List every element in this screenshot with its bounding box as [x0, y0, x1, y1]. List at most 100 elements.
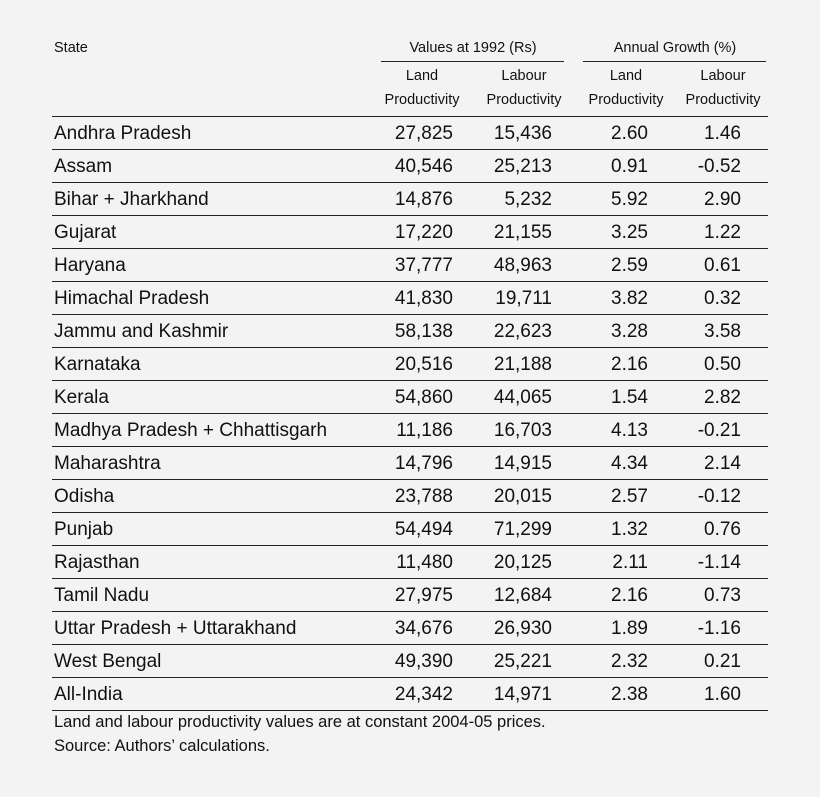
cell-state: Maharashtra — [54, 453, 161, 474]
cell-land-growth: 3.28 — [611, 321, 648, 342]
row-divider — [52, 677, 768, 678]
subheader-labour-2-line1: Labour — [700, 68, 746, 84]
cell-land-value: 20,516 — [394, 354, 453, 375]
cell-state: Punjab — [54, 519, 114, 540]
cell-labour-growth: 0.61 — [704, 255, 741, 276]
subheader-labour-1-line2: Productivity — [486, 92, 562, 108]
cell-state: Karnataka — [54, 354, 141, 375]
cell-labour-growth: 0.32 — [704, 288, 741, 309]
cell-labour-growth: -0.52 — [697, 156, 741, 177]
cell-labour-value: 19,711 — [495, 288, 552, 309]
cell-labour-value: 20,125 — [493, 552, 552, 573]
cell-state: Uttar Pradesh + Uttarakhand — [54, 618, 297, 639]
cell-state: West Bengal — [54, 651, 162, 672]
cell-land-value: 23,788 — [394, 486, 453, 507]
cell-land-value: 17,220 — [394, 222, 453, 243]
cell-labour-value: 21,155 — [493, 222, 552, 243]
cell-land-growth: 2.59 — [611, 255, 648, 276]
cell-labour-growth: 2.90 — [704, 189, 741, 210]
cell-labour-value: 22,623 — [493, 321, 552, 342]
row-divider — [52, 512, 768, 513]
table-row: Haryana 37,777 48,963 2.59 0.61 — [52, 249, 768, 282]
cell-land-value: 24,342 — [394, 684, 453, 705]
row-divider — [52, 380, 768, 381]
cell-land-growth: 2.16 — [611, 354, 648, 375]
cell-labour-value: 21,188 — [493, 354, 552, 375]
cell-state: Rajasthan — [54, 552, 140, 573]
table-row: Punjab 54,494 71,299 1.32 0.76 — [52, 513, 768, 546]
header-group-values: Values at 1992 (Rs) — [409, 40, 537, 56]
table-row: Gujarat 17,220 21,155 3.25 1.22 — [52, 216, 768, 249]
cell-land-value: 14,876 — [394, 189, 453, 210]
subheader-land-1-line1: Land — [405, 68, 439, 84]
cell-state: Tamil Nadu — [54, 585, 150, 606]
cell-state: All-India — [54, 684, 123, 705]
cell-labour-value: 5,232 — [504, 189, 552, 210]
cell-labour-growth: 0.50 — [704, 354, 741, 375]
cell-labour-growth: 0.73 — [704, 585, 741, 606]
header-group-growth: Annual Growth (%) — [613, 40, 737, 56]
row-divider — [52, 413, 768, 414]
cell-land-value: 27,825 — [394, 123, 453, 144]
subheader-land-1-line2: Productivity — [384, 92, 460, 108]
row-divider — [52, 446, 768, 447]
table-row: Kerala 54,860 44,065 1.54 2.82 — [52, 381, 768, 414]
cell-land-growth: 2.38 — [611, 684, 648, 705]
cell-land-growth: 2.32 — [611, 651, 648, 672]
cell-land-growth: 4.34 — [611, 453, 648, 474]
cell-labour-growth: -0.12 — [697, 486, 741, 507]
cell-land-value: 40,546 — [394, 156, 453, 177]
subheader-land-2-line2: Productivity — [588, 92, 664, 108]
cell-land-growth: 2.16 — [611, 585, 648, 606]
cell-land-growth: 1.89 — [611, 618, 648, 639]
cell-land-growth: 1.54 — [611, 387, 648, 408]
cell-labour-value: 14,915 — [493, 453, 552, 474]
row-divider — [52, 347, 768, 348]
cell-land-value: 34,676 — [394, 618, 453, 639]
row-divider — [52, 578, 768, 579]
table-row: Tamil Nadu 27,975 12,684 2.16 0.73 — [52, 579, 768, 612]
cell-labour-value: 26,930 — [493, 618, 552, 639]
cell-labour-value: 12,684 — [493, 585, 552, 606]
row-divider — [52, 314, 768, 315]
table-row: Karnataka 20,516 21,188 2.16 0.50 — [52, 348, 768, 381]
cell-land-growth: 3.25 — [611, 222, 648, 243]
cell-labour-value: 20,015 — [493, 486, 552, 507]
cell-labour-growth: 1.60 — [704, 684, 741, 705]
group-values-rule — [381, 61, 564, 62]
cell-land-growth: 2.60 — [611, 123, 648, 144]
cell-labour-value: 44,065 — [493, 387, 552, 408]
subheader-land-2-line1: Land — [609, 68, 643, 84]
row-divider — [52, 248, 768, 249]
table-row: West Bengal 49,390 25,221 2.32 0.21 — [52, 645, 768, 678]
cell-state: Assam — [54, 156, 113, 177]
cell-labour-value: 71,299 — [493, 519, 552, 540]
cell-land-growth: 3.82 — [611, 288, 648, 309]
cell-labour-value: 16,703 — [493, 420, 552, 441]
cell-state: Odisha — [54, 486, 115, 507]
cell-labour-growth: 0.76 — [704, 519, 741, 540]
cell-land-growth: 1.32 — [611, 519, 648, 540]
cell-land-value: 58,138 — [394, 321, 453, 342]
cell-land-value: 14,796 — [394, 453, 453, 474]
table-row: Assam 40,546 25,213 0.91 -0.52 — [52, 150, 768, 183]
table-row: All-India 24,342 14,971 2.38 1.60 — [52, 678, 768, 711]
header-bottom-rule — [52, 116, 768, 117]
cell-state: Kerala — [54, 387, 109, 408]
cell-labour-value: 25,221 — [493, 651, 552, 672]
cell-labour-growth: -0.21 — [697, 420, 741, 441]
table-row: Uttar Pradesh + Uttarakhand 34,676 26,930 1… — [52, 612, 768, 645]
cell-labour-value: 14,971 — [493, 684, 552, 705]
cell-state: Bihar + Jharkhand — [54, 189, 209, 210]
cell-state: Haryana — [54, 255, 126, 276]
cell-labour-growth: 2.82 — [704, 387, 741, 408]
row-divider — [52, 710, 768, 711]
cell-state: Himachal Pradesh — [54, 288, 210, 309]
cell-land-growth: 0.91 — [611, 156, 648, 177]
header-state: State — [54, 40, 88, 56]
row-divider — [52, 545, 768, 546]
cell-land-growth: 2.11 — [612, 552, 648, 573]
cell-land-value: 27,975 — [394, 585, 453, 606]
subheader-labour-2-line2: Productivity — [685, 92, 761, 108]
